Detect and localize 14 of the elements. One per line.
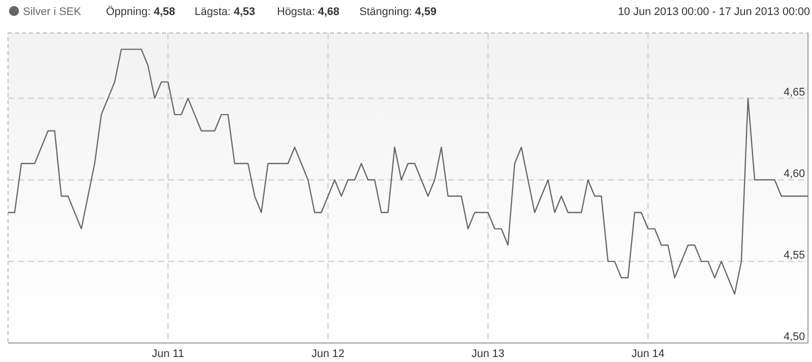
- text: Stängning: 4,59: [359, 6, 436, 18]
- text: Öppning: 4,58: [106, 5, 176, 18]
- y-tick-label: 4,65: [784, 86, 805, 98]
- x-tick-label: Jun 14: [631, 348, 665, 360]
- text: 10 Jun 2013 00:00 - 17 Jun 2013 00:00: [618, 6, 810, 18]
- text: Lägsta: 4,53: [194, 6, 256, 18]
- legend-label: Silver i SEK: [23, 6, 82, 18]
- x-tick-label: Jun 13: [471, 348, 505, 360]
- y-tick-label: 4,50: [784, 331, 805, 343]
- y-tick-label: 4,60: [784, 168, 805, 180]
- x-tick-label: Jun 11: [152, 348, 184, 360]
- x-tick-label: Jun 12: [311, 348, 345, 360]
- text: Högsta: 4,68: [277, 6, 340, 18]
- y-tick-label: 4,55: [784, 249, 805, 262]
